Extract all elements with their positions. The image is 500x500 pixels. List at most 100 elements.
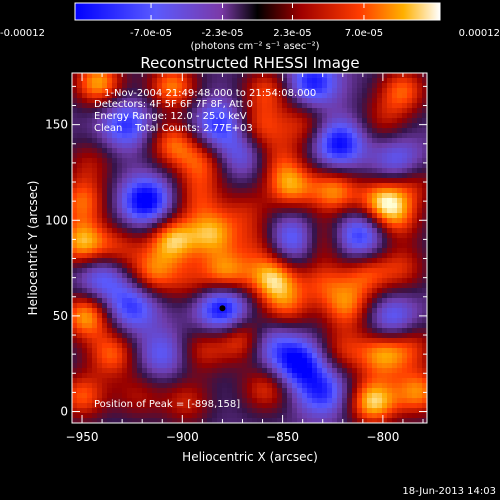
heatmap-cell [267, 208, 273, 214]
heatmap-cell [372, 173, 378, 179]
heatmap-cell [352, 178, 358, 184]
heatmap-cell [247, 333, 253, 339]
heatmap-cell [182, 228, 188, 234]
heatmap-cell [282, 328, 288, 334]
heatmap-cell [77, 143, 83, 149]
heatmap-cell [267, 268, 273, 274]
heatmap-cell [207, 193, 213, 199]
heatmap-cell [282, 203, 288, 209]
heatmap-cell [277, 198, 283, 204]
heatmap-cell [417, 133, 423, 139]
heatmap-cell [107, 113, 113, 119]
heatmap-cell [362, 128, 368, 134]
heatmap-cell [152, 388, 158, 394]
heatmap-cell [227, 413, 233, 419]
heatmap-cell [237, 78, 243, 84]
x-tick-label: −950 [66, 430, 99, 444]
heatmap-cell [402, 88, 408, 94]
heatmap-cell [257, 398, 263, 404]
heatmap-cell [407, 143, 413, 149]
heatmap-cell [222, 393, 228, 399]
heatmap-cell [187, 193, 193, 199]
heatmap-cell [397, 253, 403, 259]
heatmap-cell [407, 168, 413, 174]
heatmap-cell [377, 338, 383, 344]
heatmap-cell [267, 373, 273, 379]
heatmap-cell [177, 148, 183, 154]
heatmap-cell [372, 328, 378, 334]
heatmap-cell [212, 318, 218, 324]
heatmap-cell [152, 198, 158, 204]
heatmap-cell [367, 403, 373, 409]
heatmap-cell [137, 243, 143, 249]
heatmap-cell [392, 123, 398, 129]
heatmap-cell [192, 103, 198, 109]
heatmap-cell [237, 343, 243, 349]
heatmap-cell [237, 363, 243, 369]
heatmap-cell [377, 183, 383, 189]
heatmap-cell [292, 293, 298, 299]
chart-title: Reconstructed RHESSI Image [140, 54, 359, 72]
heatmap-cell [242, 408, 248, 414]
heatmap-cell [417, 278, 423, 284]
heatmap-cell [397, 203, 403, 209]
heatmap-cell [77, 388, 83, 394]
heatmap-cell [372, 83, 378, 89]
heatmap-cell [77, 358, 83, 364]
heatmap-cell [187, 288, 193, 294]
heatmap-cell [372, 308, 378, 314]
heatmap-cell [72, 208, 78, 214]
heatmap-cell [357, 278, 363, 284]
heatmap-cell [232, 258, 238, 264]
heatmap-cell [317, 378, 323, 384]
heatmap-cell [367, 298, 373, 304]
heatmap-cell [112, 223, 118, 229]
heatmap-cell [262, 78, 268, 84]
heatmap-cell [277, 113, 283, 119]
heatmap-cell [402, 308, 408, 314]
heatmap-cell [377, 393, 383, 399]
heatmap-cell [177, 208, 183, 214]
heatmap-cell [307, 128, 313, 134]
heatmap-cell [257, 273, 263, 279]
heatmap-cell [272, 298, 278, 304]
heatmap-cell [352, 408, 358, 414]
heatmap-cell [272, 73, 278, 79]
heatmap-cell [322, 368, 328, 374]
heatmap-cell [92, 288, 98, 294]
heatmap-cell [342, 73, 348, 79]
heatmap-cell [392, 268, 398, 274]
heatmap-cell [122, 353, 128, 359]
heatmap-cell [422, 148, 427, 154]
heatmap-cell [97, 393, 103, 399]
heatmap-cell [192, 213, 198, 219]
heatmap-cell [352, 353, 358, 359]
heatmap-cell [222, 308, 228, 314]
heatmap-cell [337, 168, 343, 174]
heatmap-cell [302, 288, 308, 294]
heatmap-cell [87, 408, 93, 414]
heatmap-cell [167, 338, 173, 344]
heatmap-cell [92, 283, 98, 289]
heatmap-cell [252, 103, 258, 109]
heatmap-cell [87, 138, 93, 144]
heatmap-cell [122, 383, 128, 389]
heatmap-cell [167, 213, 173, 219]
heatmap-cell [377, 308, 383, 314]
heatmap-cell [297, 353, 303, 359]
heatmap-cell [352, 283, 358, 289]
heatmap-cell [422, 78, 427, 84]
heatmap-cell [192, 268, 198, 274]
heatmap-cell [217, 133, 223, 139]
heatmap-cell [402, 158, 408, 164]
heatmap-cell [317, 393, 323, 399]
heatmap-cell [102, 288, 108, 294]
heatmap-cell [387, 418, 393, 423]
heatmap-cell [337, 138, 343, 144]
heatmap-cell [117, 413, 123, 419]
heatmap-cell [362, 93, 368, 99]
heatmap-cell [417, 203, 423, 209]
heatmap-cell [282, 293, 288, 299]
heatmap-cell [112, 313, 118, 319]
heatmap-cell [72, 268, 78, 274]
